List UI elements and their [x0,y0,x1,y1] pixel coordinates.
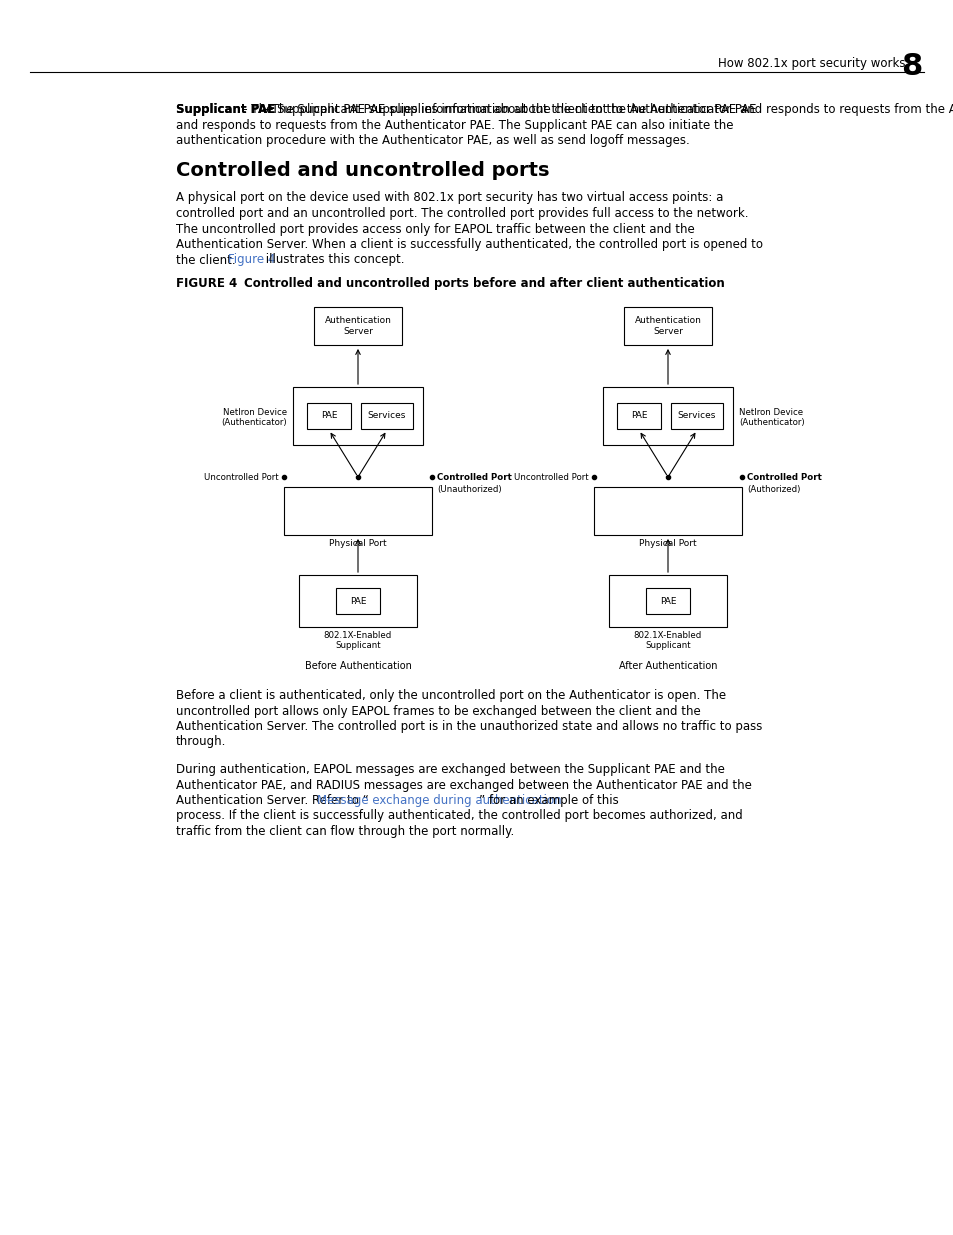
Text: Authentication
Server: Authentication Server [324,316,391,336]
Text: Authentication Server. When a client is successfully authenticated, the controll: Authentication Server. When a client is … [175,238,762,251]
Text: controlled port and an uncontrolled port. The controlled port provides full acce: controlled port and an uncontrolled port… [175,207,748,220]
Text: Figure 4: Figure 4 [227,253,274,267]
Bar [645,588,689,614]
Text: PAE: PAE [659,597,676,605]
Text: Physical Port: Physical Port [639,538,696,548]
Text: Supplicant PAE: Supplicant PAE [175,103,275,116]
Text: traffic from the client can flow through the port normally.: traffic from the client can flow through… [175,825,514,839]
Text: uncontrolled port allows only EAPOL frames to be exchanged between the client an: uncontrolled port allows only EAPOL fram… [175,704,700,718]
Text: Supplicant PAE: Supplicant PAE [175,103,275,116]
Bar [298,576,416,627]
Text: Services: Services [677,411,716,420]
Text: Before a client is authenticated, only the uncontrolled port on the Authenticato: Before a client is authenticated, only t… [175,689,725,701]
Text: Message exchange during authentication: Message exchange during authentication [316,794,561,806]
Text: – The Supplicant PAE supplies information about the client to the Authenticator : – The Supplicant PAE supplies informatio… [237,103,953,116]
Text: How 802.1x port security works: How 802.1x port security works [718,57,905,70]
Bar [307,403,351,429]
Text: NetIron Device
(Authenticator): NetIron Device (Authenticator) [739,408,803,427]
Text: Uncontrolled Port: Uncontrolled Port [204,473,278,482]
Text: Controlled Port: Controlled Port [746,473,821,482]
Bar [293,387,422,445]
Text: Authenticator PAE, and RADIUS messages are exchanged between the Authenticator P: Authenticator PAE, and RADIUS messages a… [175,778,751,792]
Text: PAE: PAE [630,411,646,420]
Text: FIGURE 4: FIGURE 4 [175,277,237,290]
Bar [670,403,722,429]
Text: (Authorized): (Authorized) [746,485,800,494]
Text: 802.1X-Enabled
Supplicant: 802.1X-Enabled Supplicant [633,631,701,651]
Text: The uncontrolled port provides access only for EAPOL traffic between the client : The uncontrolled port provides access on… [175,222,694,236]
Text: Authentication
Server: Authentication Server [634,316,700,336]
Text: – The Supplicant PAE supplies information about the client to the Authenticator : – The Supplicant PAE supplies informatio… [262,103,756,116]
Bar [602,387,732,445]
Bar [360,403,413,429]
Text: Controlled Port: Controlled Port [436,473,512,482]
Text: (Unauthorized): (Unauthorized) [436,485,501,494]
Text: A physical port on the device used with 802.1x port security has two virtual acc: A physical port on the device used with … [175,191,722,205]
Text: illustrates this concept.: illustrates this concept. [261,253,404,267]
Text: authentication procedure with the Authenticator PAE, as well as send logoff mess: authentication procedure with the Authen… [175,135,689,147]
Text: ” for an example of this: ” for an example of this [478,794,618,806]
Text: After Authentication: After Authentication [618,661,717,671]
Text: During authentication, EAPOL messages are exchanged between the Supplicant PAE a: During authentication, EAPOL messages ar… [175,763,724,776]
Text: and responds to requests from the Authenticator PAE. The Supplicant PAE can also: and responds to requests from the Authen… [175,119,733,131]
Bar [617,403,660,429]
Text: process. If the client is successfully authenticated, the controlled port become: process. If the client is successfully a… [175,809,742,823]
Bar [335,588,379,614]
Text: PAE: PAE [320,411,337,420]
Text: PAE: PAE [350,597,366,605]
Bar [608,576,726,627]
Text: NetIron Device
(Authenticator): NetIron Device (Authenticator) [221,408,287,427]
Text: Controlled and uncontrolled ports before and after client authentication: Controlled and uncontrolled ports before… [244,277,724,290]
Text: Controlled and uncontrolled ports: Controlled and uncontrolled ports [175,162,549,180]
Bar [314,308,401,345]
Bar [623,308,711,345]
Text: through.: through. [175,736,226,748]
Text: Uncontrolled Port: Uncontrolled Port [514,473,588,482]
Text: Physical Port: Physical Port [329,538,386,548]
Text: Authentication Server. Refer to “: Authentication Server. Refer to “ [175,794,369,806]
Bar [594,487,741,535]
Text: Before Authentication: Before Authentication [304,661,411,671]
Bar [284,487,432,535]
Text: Services: Services [368,411,406,420]
Text: 8: 8 [900,52,921,82]
Text: Authentication Server. The controlled port is in the unauthorized state and allo: Authentication Server. The controlled po… [175,720,761,734]
Text: 802.1X-Enabled
Supplicant: 802.1X-Enabled Supplicant [323,631,392,651]
Text: the client.: the client. [175,253,239,267]
